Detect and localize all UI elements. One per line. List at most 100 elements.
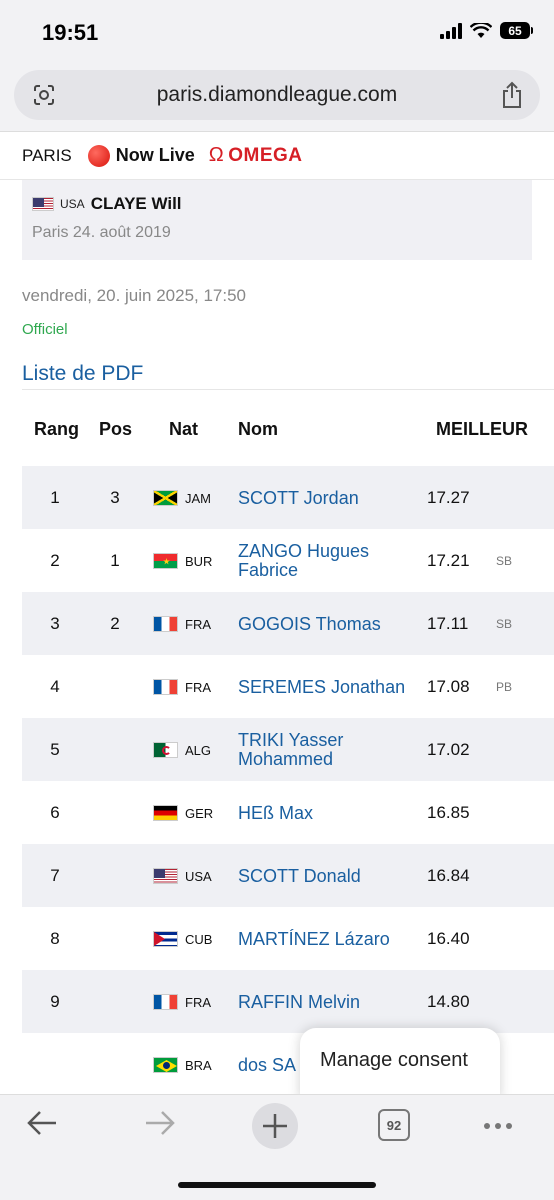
cellular-signal-icon: [440, 22, 462, 39]
row-mark: 17.11: [427, 614, 469, 633]
table-row: 1 3 JAM SCOTT Jordan 17.27: [22, 466, 554, 529]
row-nat: JAM: [185, 491, 211, 506]
record-nat: USA: [60, 197, 85, 211]
row-nat: FRA: [185, 617, 211, 632]
lens-icon[interactable]: [32, 83, 56, 107]
header-pos: Pos: [99, 419, 133, 439]
bur-flag-icon: [153, 553, 178, 569]
row-pos: 2: [110, 614, 120, 633]
header-best: MEILLEUR: [436, 419, 528, 439]
athlete-name-link[interactable]: MARTÍNEZ Lázaro: [238, 928, 390, 949]
brand-label[interactable]: PARIS: [22, 145, 72, 165]
athlete-name-link[interactable]: SCOTT Donald: [238, 865, 361, 886]
results-table: Rang Pos Nat Nom MEILLEUR 1 3 JAM SCOTT Jor…: [22, 389, 554, 1096]
fra-flag-icon: [153, 616, 178, 632]
forward-arrow-icon[interactable]: [144, 1109, 176, 1137]
now-live-link[interactable]: Now Live: [115, 145, 195, 165]
jam-flag-icon: [153, 490, 178, 506]
omega-logo[interactable]: Ω OMEGA: [209, 144, 303, 167]
athlete-name-link[interactable]: RAFFIN Melvin: [238, 991, 361, 1012]
athlete-name-link[interactable]: ZANGO Hugues Fabrice: [238, 541, 370, 580]
status-official: Officiel: [22, 321, 68, 338]
athlete-name-link[interactable]: SCOTT Jordan: [238, 487, 359, 508]
status-time: 19:51: [42, 20, 99, 45]
more-menu-icon[interactable]: [484, 1123, 512, 1129]
record-box: USA CLAYE Will Paris 24. août 2019: [22, 180, 532, 260]
row-mark: 17.21: [427, 551, 470, 570]
row-nat: BUR: [185, 554, 213, 569]
row-rank: 9: [50, 992, 60, 1011]
row-mark: 17.08: [427, 677, 470, 696]
header-name: Nom: [238, 419, 278, 439]
battery-icon: 65: [500, 22, 533, 39]
athlete-name-link[interactable]: dos SA: [238, 1054, 297, 1075]
header-nat: Nat: [169, 419, 199, 439]
row-mark: 16.84: [427, 866, 470, 885]
event-datetime: vendredi, 20. juin 2025, 17:50: [22, 286, 247, 305]
manage-consent-button[interactable]: Manage consent: [300, 1028, 500, 1100]
athlete-name-link[interactable]: SEREMES Jonathan: [238, 676, 406, 697]
tab-count-button[interactable]: 92: [378, 1109, 410, 1141]
row-mark: 16.40: [427, 929, 470, 948]
live-dot-icon: [87, 144, 110, 167]
table-row: 4 FRA SEREMES Jonathan 17.08 PB: [22, 655, 554, 718]
row-rank: 7: [50, 866, 60, 885]
wifi-icon: [470, 22, 492, 38]
row-pos: 1: [110, 551, 120, 570]
fra-flag-icon: [153, 679, 178, 695]
status-bar: 19:51 65: [0, 0, 554, 62]
row-nat: USA: [185, 869, 212, 884]
row-note: SB: [496, 617, 513, 631]
url-bar[interactable]: paris.diamondleague.com: [14, 70, 540, 120]
athlete-name-link[interactable]: TRIKI Yasser Mohammed: [238, 730, 344, 769]
row-nat: ALG: [185, 743, 212, 758]
share-icon[interactable]: [500, 81, 524, 109]
home-indicator: [178, 1182, 376, 1188]
status-icons: 65: [440, 22, 533, 39]
table-row: BRA dos SA: [22, 1033, 554, 1096]
row-rank: 6: [50, 803, 60, 822]
athlete-name-link[interactable]: GOGOIS Thomas: [238, 613, 381, 634]
row-nat: BRA: [185, 1058, 212, 1073]
consent-label: Manage consent: [320, 1049, 468, 1071]
row-mark: 17.02: [427, 740, 470, 759]
url-text[interactable]: paris.diamondleague.com: [156, 83, 398, 106]
header-rank: Rang: [34, 419, 79, 439]
table-row: 8 CUB MARTÍNEZ Lázaro 16.40: [22, 907, 554, 970]
pdf-list-link[interactable]: Liste de PDF: [22, 362, 144, 385]
record-athlete: CLAYE Will: [90, 194, 182, 213]
row-rank: 1: [50, 488, 60, 507]
row-note: SB: [496, 554, 513, 568]
bra-flag-icon: [153, 1057, 178, 1073]
new-tab-button[interactable]: [252, 1103, 298, 1149]
row-rank: 2: [50, 551, 60, 570]
table-row: 6 GER HEß Max 16.85: [22, 781, 554, 844]
row-rank: 8: [50, 929, 60, 948]
row-nat: FRA: [185, 680, 211, 695]
row-mark: 17.27: [427, 488, 470, 507]
row-rank: 3: [50, 614, 60, 633]
back-arrow-icon[interactable]: [26, 1109, 58, 1137]
plus-icon: [263, 1114, 287, 1138]
row-nat: FRA: [185, 995, 211, 1010]
cub-flag-icon: [153, 931, 178, 947]
athlete-name-link[interactable]: HEß Max: [238, 802, 314, 823]
row-rank: 4: [50, 677, 60, 696]
sponsor-label: OMEGA: [228, 144, 303, 166]
usa-flag-icon: [32, 197, 54, 211]
site-header: PARIS Now Live Ω OMEGA: [0, 132, 554, 180]
row-nat: GER: [185, 806, 214, 821]
table-row: 2 1 BUR ZANGO Hugues Fabrice 17.21 SB: [22, 529, 554, 592]
usa-flag-icon: [153, 868, 178, 884]
row-rank: 5: [50, 740, 60, 759]
omega-symbol-icon: Ω: [208, 144, 225, 166]
row-pos: 3: [110, 488, 120, 507]
table-header: Rang Pos Nat Nom MEILLEUR: [22, 390, 554, 466]
ger-flag-icon: [153, 805, 178, 821]
row-mark: 16.85: [427, 803, 470, 822]
browser-address-area: paris.diamondleague.com: [0, 62, 554, 132]
row-nat: CUB: [185, 932, 213, 947]
table-row: 7 USA SCOTT Donald 16.84: [22, 844, 554, 907]
table-row: 5 ALG TRIKI Yasser Mohammed 17.02: [22, 718, 554, 781]
row-note: PB: [496, 680, 513, 694]
